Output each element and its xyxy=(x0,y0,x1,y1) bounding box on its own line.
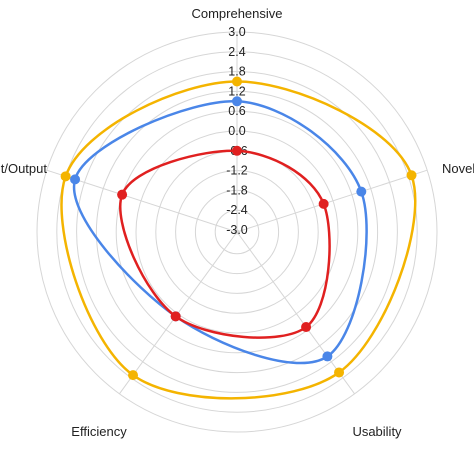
axis-label-usability: Usability xyxy=(352,424,402,439)
tick-label: -1.8 xyxy=(226,183,248,197)
series-1-line xyxy=(72,100,368,365)
tick-label: 1.8 xyxy=(228,65,245,79)
series-1-point xyxy=(322,351,333,362)
series-0-point xyxy=(128,370,139,381)
axis-labels: Comprehensive Novelty Usability Efficiency I… xyxy=(0,6,474,439)
series-2-point xyxy=(117,189,128,200)
radial-tick-labels: -3.0-2.4-1.8-1.2-0.60.00.61.21.82.43.0 xyxy=(226,25,248,237)
axis-label-novelty: Novelty xyxy=(442,161,474,176)
series-0-point xyxy=(334,367,345,378)
radar-grid xyxy=(36,31,438,433)
tick-label: 0.0 xyxy=(228,124,245,138)
series-0-point xyxy=(60,171,71,182)
axis-label-efficiency: Efficiency xyxy=(71,424,127,439)
series-1-point xyxy=(70,174,81,185)
tick-label: 0.6 xyxy=(228,104,245,118)
series-2-point xyxy=(318,198,329,209)
series-1-point xyxy=(232,96,242,107)
series-1-point xyxy=(356,186,367,197)
series-0-line xyxy=(60,80,417,400)
series-0-point xyxy=(232,76,242,87)
tick-label: -3.0 xyxy=(226,223,248,237)
series-0-point xyxy=(406,170,417,181)
tick-label: 2.4 xyxy=(228,45,245,59)
tick-label: 1.2 xyxy=(228,84,245,98)
data-series xyxy=(60,76,417,400)
axis-label-comprehensive: Comprehensive xyxy=(191,6,282,21)
tick-label: -1.2 xyxy=(226,164,248,178)
grid-spoke xyxy=(236,169,428,233)
axis-label-input-output: Input/Output xyxy=(0,161,47,176)
tick-label: -2.4 xyxy=(226,203,248,217)
grid-spoke xyxy=(236,231,355,395)
series-2-point xyxy=(301,322,312,333)
series-2-point xyxy=(232,145,242,156)
tick-label: 3.0 xyxy=(228,25,245,39)
series-2-point xyxy=(170,311,181,322)
